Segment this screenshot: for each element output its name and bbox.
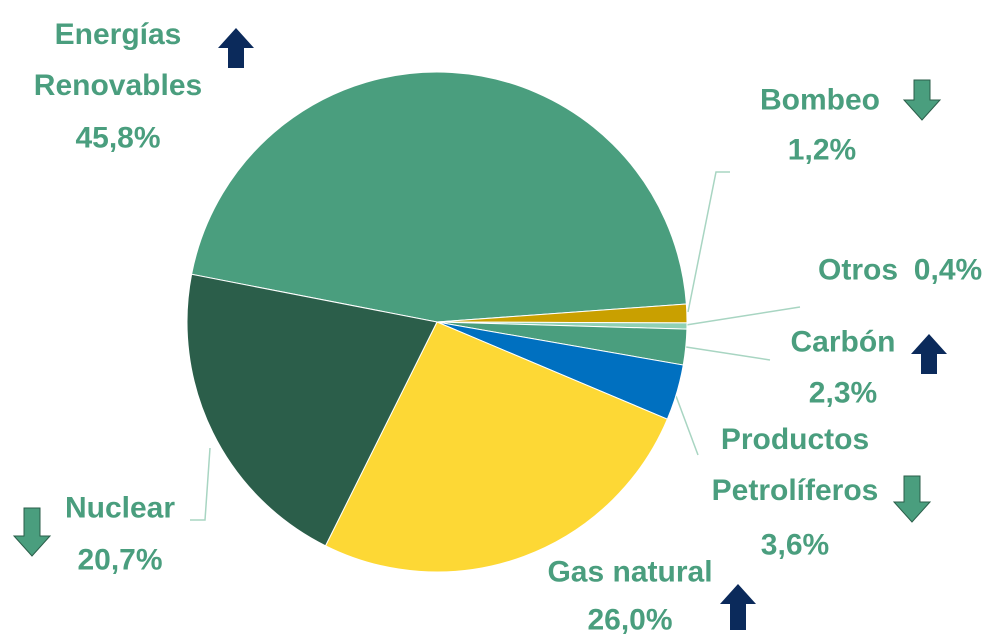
category-label: Bombeo	[760, 83, 880, 117]
trend-up-arrow	[720, 584, 756, 630]
leader-line	[685, 306, 801, 326]
category-label: Gas natural	[547, 555, 713, 589]
leader-line	[685, 346, 771, 361]
value-label: 26,0%	[587, 603, 673, 637]
slices	[186, 71, 688, 573]
pie-slice	[191, 71, 687, 323]
value-label: 2,3%	[808, 376, 878, 410]
category-label: Productos Petrolíferos	[711, 423, 879, 507]
pie-slice	[186, 273, 438, 547]
value-label: 1,2%	[787, 133, 857, 167]
value-label: 0,4%	[913, 253, 983, 287]
leader-lines	[190, 171, 801, 521]
leader-line	[687, 171, 730, 313]
trend-up-arrow	[911, 334, 947, 374]
category-label: Carbón	[790, 325, 896, 359]
value-label: 20,7%	[77, 543, 163, 577]
pie-slice	[324, 321, 668, 573]
trend-down-arrow	[892, 475, 932, 523]
leader-line	[190, 447, 211, 521]
trend-down-arrow	[902, 79, 942, 121]
category-label: Otros	[817, 253, 899, 287]
trend-up-arrow	[218, 28, 254, 68]
leader-line	[675, 395, 699, 456]
value-label: 45,8%	[75, 121, 161, 155]
value-label: 3,6%	[760, 528, 830, 562]
trend-down-arrow	[12, 507, 52, 557]
category-label: Nuclear	[64, 491, 176, 525]
category-label: Energías Renovables	[33, 18, 203, 102]
